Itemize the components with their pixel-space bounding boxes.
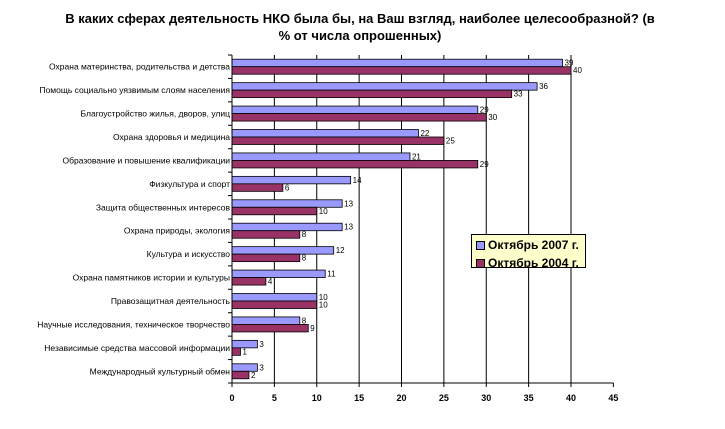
data-label: 9 <box>310 324 315 333</box>
data-label: 2 <box>251 371 256 380</box>
chart-title: В каких сферах деятельность НКО была бы,… <box>65 11 655 43</box>
category-label: Образование и повышение квалификации <box>62 155 230 165</box>
category-label: Благоустройство жилья, дворов, улиц <box>81 109 231 119</box>
data-label: 6 <box>285 183 290 192</box>
category-label: Охрана здоровья и медицина <box>113 132 230 142</box>
legend-item-2004: Октябрь 2004 г. <box>476 256 579 268</box>
data-label: 4 <box>268 277 273 286</box>
bar-2004 <box>231 253 301 263</box>
bar-2007 <box>231 129 419 138</box>
bar-2007 <box>231 58 563 68</box>
x-tick-label: 15 <box>354 393 364 403</box>
legend-swatch-2004 <box>476 259 485 267</box>
category-label: Защита общественных интересов <box>96 202 231 212</box>
x-tick-label: 0 <box>229 393 234 403</box>
category-label: Физкультура и спорт <box>149 179 230 189</box>
category-label: Культура и искусство <box>147 249 231 259</box>
category-label: Международный культурный обмен <box>90 366 231 376</box>
axes <box>228 54 614 387</box>
bar-2007 <box>231 246 335 255</box>
data-label: 11 <box>327 270 336 279</box>
bar-2004 <box>231 206 318 216</box>
x-tick-label: 25 <box>439 393 449 403</box>
bar-2007 <box>231 175 352 185</box>
data-label: 39 <box>565 59 574 68</box>
data-label: 10 <box>319 301 328 310</box>
x-tick-label: 20 <box>396 393 406 403</box>
data-label: 21 <box>412 152 421 161</box>
bar-2004 <box>231 136 445 145</box>
bar-2004 <box>231 230 301 239</box>
data-label: 13 <box>344 199 353 208</box>
data-label: 22 <box>420 129 429 138</box>
category-label: Охрана памятников истории и культуры <box>73 273 230 283</box>
data-label: 10 <box>319 293 328 302</box>
data-label: 30 <box>488 113 497 122</box>
category-label: Независимые средства массовой информации <box>44 343 230 353</box>
data-label: 33 <box>514 90 523 99</box>
legend-label-2004: Октябрь 2004 г. <box>488 256 579 268</box>
x-tick-label: 5 <box>272 393 277 403</box>
bar-2004 <box>231 347 241 356</box>
data-label: 25 <box>446 137 455 146</box>
x-tick-label: 10 <box>312 393 322 403</box>
category-label: Охрана материнства, родительства и детст… <box>49 62 230 72</box>
category-label: Правозащитная деятельность <box>111 296 231 306</box>
data-label: 12 <box>336 246 345 255</box>
data-label: 3 <box>259 340 264 349</box>
grid-lines <box>273 55 572 383</box>
category-label: Охрана природы, экология <box>124 226 230 236</box>
data-label: 8 <box>302 254 307 263</box>
bar-2007 <box>231 269 326 278</box>
bar-2004 <box>231 89 513 99</box>
x-tick-label: 40 <box>566 393 576 403</box>
bar-2004 <box>231 113 487 122</box>
data-label: 36 <box>539 82 548 91</box>
x-tick-label: 35 <box>524 393 534 403</box>
bar-2004 <box>231 160 479 169</box>
data-label: 8 <box>302 230 307 239</box>
bar-2007 <box>231 293 318 302</box>
bar-2004 <box>231 300 318 309</box>
category-label: Научные исследования, техническое творче… <box>37 319 230 329</box>
bar-2004 <box>231 370 250 380</box>
bar-2004 <box>231 277 267 286</box>
bar-2007 <box>231 222 343 232</box>
bar-2007 <box>231 316 301 325</box>
data-label: 13 <box>344 223 353 232</box>
legend: Октябрь 2007 г. Октябрь 2004 г. <box>471 234 586 268</box>
legend-label-2007: Октябрь 2007 г. <box>488 238 579 252</box>
data-label: 29 <box>480 160 489 169</box>
bars <box>231 58 572 380</box>
bar-2004 <box>231 66 572 75</box>
x-tick-label: 30 <box>481 393 491 403</box>
data-label: 1 <box>242 347 247 356</box>
x-tick-label: 45 <box>608 393 618 403</box>
data-label: 14 <box>353 176 362 185</box>
legend-item-2007: Октябрь 2007 г. <box>476 238 579 253</box>
bar-2007 <box>231 105 479 114</box>
data-label: 10 <box>319 207 328 216</box>
data-label: 29 <box>480 106 489 115</box>
data-label: 40 <box>573 66 582 75</box>
bar-2004 <box>231 183 284 192</box>
data-label: 8 <box>302 316 307 325</box>
category-label: Помощь социально уязвимым слоям населени… <box>39 85 230 95</box>
bar-2004 <box>231 324 309 333</box>
data-label: 3 <box>259 363 264 372</box>
bar-2007 <box>231 152 411 161</box>
bar-2007 <box>231 82 538 91</box>
legend-swatch-2007 <box>476 241 485 251</box>
